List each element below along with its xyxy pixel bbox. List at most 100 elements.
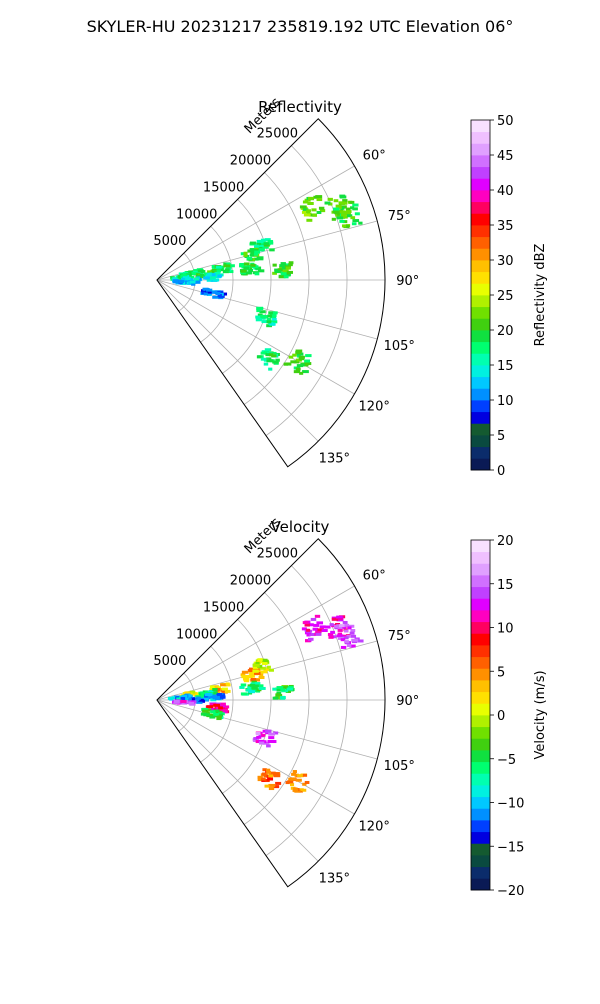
echo-gate — [241, 670, 249, 674]
echo-gate — [254, 272, 260, 276]
echo-gate — [350, 216, 356, 220]
echo-gate — [254, 671, 261, 675]
colorbar-tick-label: 35 — [497, 219, 514, 234]
echo-gate — [215, 291, 221, 295]
echo-gate — [284, 263, 291, 267]
echo-gate — [301, 210, 307, 214]
echo-gate — [224, 689, 231, 693]
colorbar-segment — [471, 540, 490, 553]
echo-gate — [209, 703, 217, 707]
echo-gate — [358, 221, 363, 225]
echo-gate — [243, 262, 250, 266]
colorbar-tick-label: 15 — [497, 359, 514, 374]
echo-gate — [267, 241, 274, 245]
echo-gate — [319, 209, 326, 213]
echo-gate — [225, 266, 232, 270]
colorbar-tick-label: 45 — [497, 149, 514, 164]
echo-gate — [350, 629, 356, 633]
echo-gate — [295, 349, 303, 353]
echo-gate — [172, 277, 178, 281]
echo-gate — [340, 206, 345, 210]
colorbar-segment — [471, 318, 490, 331]
echo-gate — [262, 768, 267, 772]
echo-gate — [343, 623, 350, 627]
echo-gate — [222, 270, 229, 274]
echo-gate — [299, 371, 304, 375]
echo-gate — [264, 348, 272, 352]
echo-gate — [215, 265, 222, 269]
echo-gate — [256, 355, 262, 359]
echo-gate — [197, 274, 203, 278]
echo-gate — [239, 685, 245, 689]
echo-gate — [241, 675, 249, 679]
echo-cluster — [252, 729, 279, 748]
echo-gate — [264, 778, 270, 782]
echo-gate — [300, 363, 305, 367]
colorbar-segment — [471, 236, 490, 249]
echo-gate — [315, 632, 322, 636]
echo-gate — [206, 278, 212, 282]
echo-gate — [343, 215, 348, 219]
angle-tick-label: 90° — [396, 274, 419, 289]
echo-gate — [250, 250, 255, 254]
colorbar-segment — [471, 831, 490, 844]
angle-tick-label: 60° — [363, 569, 386, 584]
reflectivity-panel: Reflectivity60°75°90°105°120°135°5000100… — [153, 95, 548, 479]
echo-gate — [272, 311, 278, 315]
echo-gate — [266, 744, 271, 748]
echo-gate — [302, 788, 307, 792]
echo-gate — [196, 700, 203, 704]
angle-tick-label: 120° — [359, 819, 390, 834]
colorbar-tick-label: −20 — [497, 884, 524, 899]
echo-gate — [316, 621, 324, 625]
echo-gate — [225, 268, 230, 272]
echo-gate — [337, 632, 343, 636]
grid-arc — [243, 592, 310, 825]
echo-gate — [256, 242, 261, 246]
echo-gate — [269, 248, 275, 252]
echo-gate — [345, 210, 352, 214]
colorbar-segment — [471, 166, 490, 179]
colorbar-tick-label: 50 — [497, 114, 514, 129]
echo-cluster — [172, 279, 196, 286]
echo-gate — [245, 688, 253, 692]
echo-gate — [265, 730, 272, 734]
echo-gate — [283, 275, 289, 279]
colorbar-segment — [471, 610, 490, 623]
echo-gate — [269, 322, 276, 326]
echo-gate — [272, 687, 278, 691]
echo-gate — [342, 224, 347, 228]
colorbar-segment — [471, 761, 490, 774]
grid-spoke — [156, 279, 378, 340]
echo-gate — [206, 708, 212, 712]
echo-gate — [220, 702, 226, 706]
colorbar-segment — [471, 155, 490, 168]
colorbar-segment — [471, 878, 490, 891]
echo-gate — [255, 661, 260, 665]
echo-gate — [191, 272, 198, 276]
echo-cluster — [333, 620, 364, 649]
echo-gate — [266, 318, 272, 322]
echo-gate — [333, 625, 341, 629]
colorbar-tick-label: 20 — [497, 534, 514, 549]
colorbar-tick-label: 25 — [497, 289, 514, 304]
echo-gate — [318, 206, 325, 210]
angle-tick-label: 120° — [359, 399, 390, 414]
echo-cluster — [239, 680, 266, 696]
echo-gate — [240, 692, 248, 696]
grid-spoke — [156, 165, 355, 281]
echo-gate — [339, 210, 345, 214]
echo-gate — [275, 693, 280, 697]
echo-gate — [324, 625, 331, 629]
echo-gate — [215, 687, 221, 691]
echo-gate — [257, 684, 264, 688]
echo-gate — [248, 667, 256, 671]
echo-cluster — [203, 271, 224, 282]
colorbar-segment — [471, 225, 490, 238]
radial-tick-label: 10000 — [176, 207, 217, 222]
echo-gate — [177, 275, 182, 279]
echo-gate — [267, 314, 272, 318]
colorbar-segment — [471, 411, 490, 424]
echo-gate — [240, 269, 247, 273]
echo-gate — [207, 270, 213, 274]
